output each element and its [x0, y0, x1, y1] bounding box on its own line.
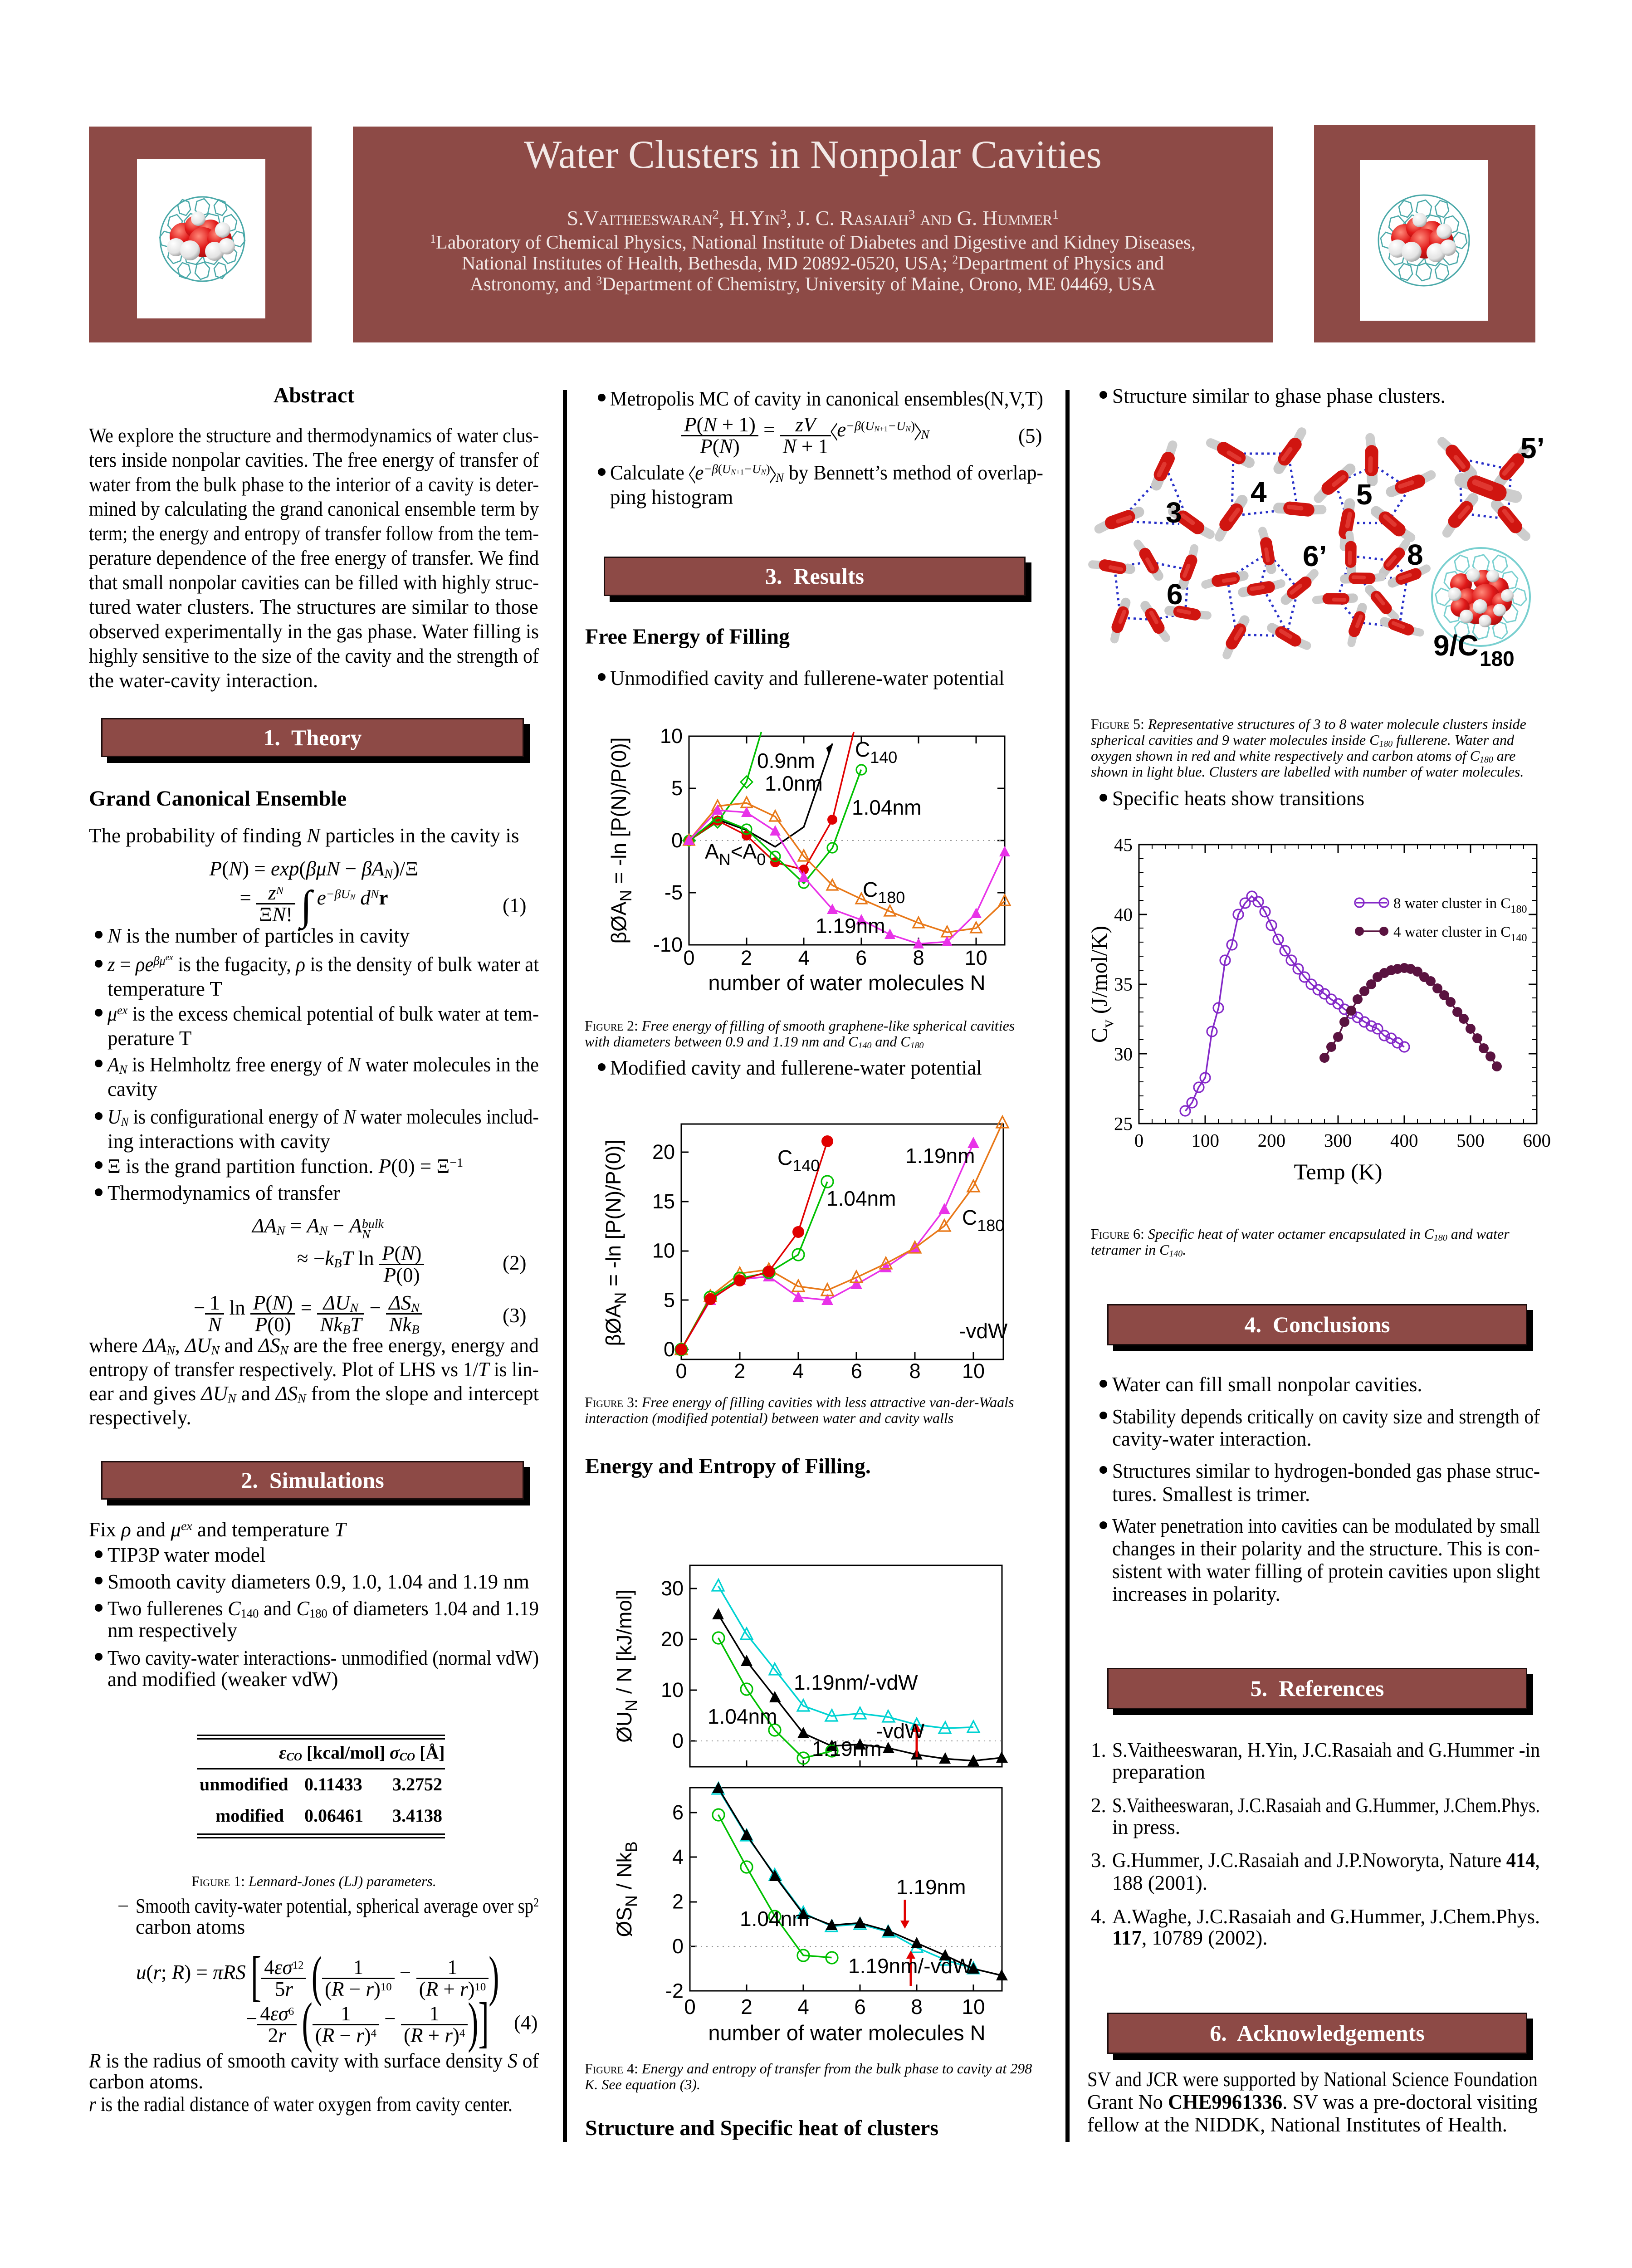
svg-text:30: 30 — [661, 1577, 684, 1600]
svg-text:0: 0 — [672, 1729, 684, 1752]
svg-text:-vdW: -vdW — [876, 1719, 925, 1743]
svg-text:1.04nm: 1.04nm — [708, 1705, 777, 1728]
svg-text:600: 600 — [1523, 1130, 1551, 1151]
svg-text:ØUN / N [kJ/mol]: ØUN / N [kJ/mol] — [612, 1589, 640, 1743]
svg-text:500: 500 — [1456, 1130, 1485, 1151]
svg-text:Temp (K): Temp (K) — [1294, 1159, 1382, 1184]
svg-text:1.19nm/-vdW: 1.19nm/-vdW — [794, 1671, 918, 1694]
svg-text:15: 15 — [652, 1190, 675, 1213]
svg-text:5’: 5’ — [1520, 432, 1544, 464]
svg-text:AN<A0: AN<A0 — [705, 840, 766, 869]
svg-text:0: 0 — [675, 1359, 687, 1383]
svg-text:1.19nm: 1.19nm — [812, 1737, 881, 1760]
svg-text:10: 10 — [965, 946, 987, 969]
svg-text:4: 4 — [798, 946, 810, 969]
svg-text:4: 4 — [672, 1845, 684, 1868]
svg-text:20: 20 — [661, 1628, 684, 1651]
svg-text:-2: -2 — [665, 1979, 684, 2002]
svg-text:6: 6 — [855, 946, 867, 969]
svg-text:2: 2 — [741, 946, 752, 969]
svg-text:1.0nm: 1.0nm — [765, 772, 823, 795]
svg-text:1.19nm: 1.19nm — [905, 1144, 975, 1168]
svg-text:4: 4 — [797, 1995, 809, 2019]
svg-text:2: 2 — [672, 1890, 684, 1913]
svg-text:0: 0 — [683, 946, 694, 969]
svg-text:8: 8 — [911, 1995, 923, 2019]
svg-text:1.04nm: 1.04nm — [852, 796, 921, 819]
svg-text:10: 10 — [660, 724, 683, 748]
svg-text:6: 6 — [854, 1995, 866, 2019]
svg-text:6: 6 — [851, 1359, 862, 1383]
svg-text:1.04nm: 1.04nm — [826, 1187, 896, 1210]
svg-text:20: 20 — [652, 1140, 675, 1163]
svg-text:ØSN / NkB: ØSN / NkB — [612, 1841, 640, 1937]
svg-text:2: 2 — [734, 1359, 745, 1383]
svg-text:5: 5 — [664, 1288, 675, 1311]
svg-text:40: 40 — [1114, 904, 1133, 925]
svg-text:1.19nm: 1.19nm — [816, 914, 885, 938]
svg-text:100: 100 — [1191, 1130, 1219, 1151]
svg-text:8 water cluster in C180: 8 water cluster in C180 — [1393, 895, 1527, 915]
svg-text:2: 2 — [741, 1995, 752, 2019]
svg-text:-5: -5 — [665, 881, 683, 904]
svg-text:βØAN = -ln [P(N)/P(0)]: βØAN = -ln [P(N)/P(0)] — [601, 1139, 630, 1346]
svg-text:6’: 6’ — [1303, 540, 1327, 572]
svg-text:C140: C140 — [777, 1146, 820, 1175]
svg-text:1.19nm/-vdW: 1.19nm/-vdW — [848, 1954, 972, 1978]
svg-text:30: 30 — [1114, 1043, 1133, 1064]
svg-text:8: 8 — [913, 946, 924, 969]
svg-text:-10: -10 — [653, 933, 683, 956]
svg-text:8: 8 — [1407, 538, 1423, 571]
svg-text:400: 400 — [1390, 1130, 1418, 1151]
svg-text:200: 200 — [1258, 1130, 1286, 1151]
svg-text:5: 5 — [1356, 478, 1373, 511]
svg-text:3: 3 — [1166, 496, 1182, 529]
svg-text:8: 8 — [909, 1359, 921, 1383]
svg-text:βØAN = -ln [P(N)/P(0)]: βØAN = -ln [P(N)/P(0)] — [607, 737, 635, 943]
svg-text:0: 0 — [671, 829, 683, 852]
svg-text:0: 0 — [684, 1995, 696, 2019]
svg-text:45: 45 — [1114, 834, 1133, 855]
svg-text:300: 300 — [1324, 1130, 1352, 1151]
svg-text:4 water cluster in C140: 4 water cluster in C140 — [1393, 924, 1527, 944]
svg-text:4: 4 — [792, 1359, 804, 1383]
svg-text:180: 180 — [1480, 647, 1515, 670]
svg-text:number of water molecules N: number of water molecules N — [708, 971, 985, 995]
svg-text:6: 6 — [1167, 578, 1183, 611]
svg-text:9/C: 9/C — [1433, 629, 1479, 662]
svg-text:C140: C140 — [855, 738, 897, 767]
svg-text:6: 6 — [672, 1801, 684, 1824]
svg-text:C180: C180 — [962, 1206, 1004, 1235]
svg-text:4: 4 — [1251, 476, 1267, 508]
svg-text:5: 5 — [671, 777, 683, 800]
svg-text:Cv (J/mol/K): Cv (J/mol/K) — [1086, 926, 1117, 1043]
svg-text:0: 0 — [1134, 1130, 1144, 1151]
svg-text:0.9nm: 0.9nm — [757, 749, 815, 772]
svg-text:10: 10 — [962, 1359, 985, 1383]
svg-text:number of water molecules N: number of water molecules N — [708, 2021, 985, 2045]
svg-text:25: 25 — [1114, 1113, 1133, 1134]
svg-text:10: 10 — [661, 1678, 684, 1701]
svg-text:10: 10 — [962, 1995, 985, 2019]
svg-text:10: 10 — [652, 1239, 675, 1262]
svg-text:1.19nm: 1.19nm — [896, 1875, 966, 1899]
svg-text:1.04nm: 1.04nm — [740, 1907, 809, 1931]
svg-text:35: 35 — [1114, 974, 1133, 995]
svg-text:0: 0 — [664, 1338, 675, 1361]
svg-text:-vdW: -vdW — [959, 1319, 1008, 1343]
svg-text:0: 0 — [672, 1935, 684, 1958]
